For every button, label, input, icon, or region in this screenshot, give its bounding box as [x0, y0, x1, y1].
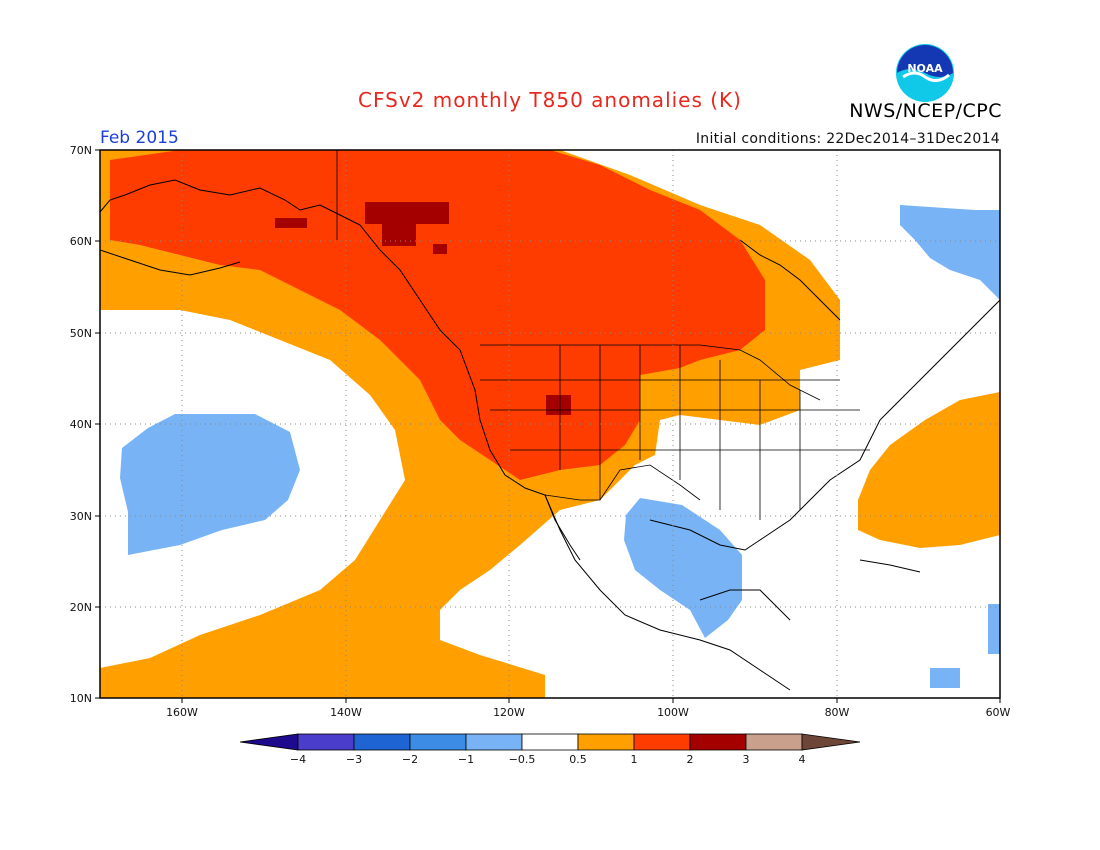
- colorbar-label: −0.5: [509, 753, 536, 766]
- colorbar-labels: −4 −3 −2 −1 −0.5 0.5 1 2 3 4: [290, 753, 806, 766]
- lon-label: 120W: [493, 706, 525, 719]
- forecast-month: Feb 2015: [100, 128, 179, 148]
- colorbar-label: 0.5: [569, 753, 587, 766]
- colorbar-segment: [633, 733, 691, 751]
- anomaly-region-red: [110, 150, 765, 480]
- lon-label: 60W: [986, 706, 1011, 719]
- lat-label: 10N: [70, 692, 92, 705]
- colorbar-label: 1: [631, 753, 638, 766]
- colorbar-label: −1: [458, 753, 474, 766]
- agency-label: NWS/NCEP/CPC: [849, 100, 1002, 122]
- anomaly-region-blue-labrador: [900, 205, 1000, 300]
- colorbar-segment: [239, 733, 299, 751]
- lat-label: 20N: [70, 601, 92, 614]
- longitude-labels: 160W 140W 120W 100W 80W 60W: [166, 706, 1010, 719]
- anomaly-region-orange-east: [858, 392, 1000, 548]
- colorbar-segment: [297, 733, 355, 751]
- colorbar-segment: [409, 733, 467, 751]
- lat-label: 30N: [70, 510, 92, 523]
- anomaly-region-blue-pacific: [120, 414, 300, 555]
- anomaly-region-blue-east: [988, 604, 1000, 654]
- lat-label: 50N: [70, 327, 92, 340]
- colorbar-label: −4: [290, 753, 306, 766]
- lon-label: 100W: [657, 706, 689, 719]
- latitude-labels: 70N 60N 50N 40N 30N 20N 10N: [70, 144, 92, 705]
- colorbar: [239, 733, 861, 751]
- colorbar-segment: [577, 733, 635, 751]
- lon-label: 160W: [166, 706, 198, 719]
- colorbar-segment: [745, 733, 803, 751]
- lon-label: 140W: [330, 706, 362, 719]
- lat-label: 60N: [70, 235, 92, 248]
- colorbar-label: −3: [346, 753, 362, 766]
- svg-text:NOAA: NOAA: [907, 62, 943, 75]
- colorbar-label: 2: [687, 753, 694, 766]
- lat-label: 40N: [70, 418, 92, 431]
- anomaly-region-blue-mexico: [624, 498, 742, 638]
- lat-lon-grid: [100, 150, 1000, 698]
- noaa-logo-icon: NOAA: [896, 44, 954, 102]
- colorbar-label: −2: [402, 753, 418, 766]
- anomaly-region-blue-south: [930, 668, 960, 688]
- colorbar-segment: [689, 733, 747, 751]
- coastlines: [100, 179, 1000, 691]
- colorbar-label: 4: [799, 753, 806, 766]
- colorbar-segment: [801, 733, 861, 751]
- colorbar-segment: [353, 733, 411, 751]
- political-borders: [336, 150, 870, 520]
- initial-conditions: Initial conditions: 22Dec2014–31Dec2014: [695, 131, 1000, 147]
- colorbar-segment: [465, 733, 523, 751]
- map-title: CFSv2 monthly T850 anomalies (K): [358, 88, 742, 112]
- colorbar-segment: [521, 733, 579, 751]
- lon-label: 80W: [825, 706, 850, 719]
- colorbar-label: 3: [743, 753, 750, 766]
- lat-label: 70N: [70, 144, 92, 157]
